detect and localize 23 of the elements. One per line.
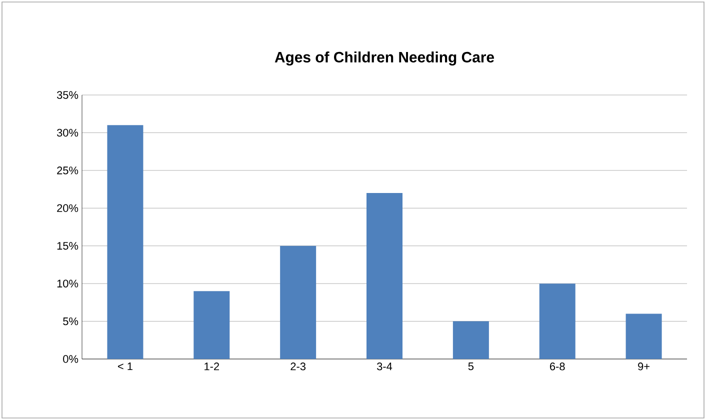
chart-title: Ages of Children Needing Care — [274, 52, 494, 66]
bar — [194, 291, 230, 359]
bar — [366, 193, 403, 359]
y-tick-label: 15% — [57, 242, 78, 250]
bar — [539, 284, 576, 359]
y-tick-label: 25% — [57, 166, 78, 174]
x-tick-label: 9+ — [638, 362, 650, 370]
x-tick-label: 6-8 — [550, 362, 565, 370]
y-tick-label: 0% — [63, 355, 78, 363]
bar — [280, 246, 316, 359]
bar — [107, 125, 144, 359]
y-tick-label: 30% — [56, 128, 78, 137]
y-tick-label: 20% — [57, 204, 78, 212]
x-tick-label: < 1 — [118, 362, 132, 370]
y-tick-label: 10% — [57, 280, 78, 288]
y-tick-label: 35% — [56, 91, 78, 99]
x-tick-label: 5 — [468, 362, 474, 370]
y-tick-label: 5% — [63, 317, 78, 326]
x-tick-label: 1-2 — [204, 362, 220, 370]
bar — [626, 314, 662, 359]
x-tick-label: 2-3 — [290, 362, 306, 370]
x-tick-label: 3-4 — [377, 362, 392, 370]
bar — [452, 321, 489, 359]
